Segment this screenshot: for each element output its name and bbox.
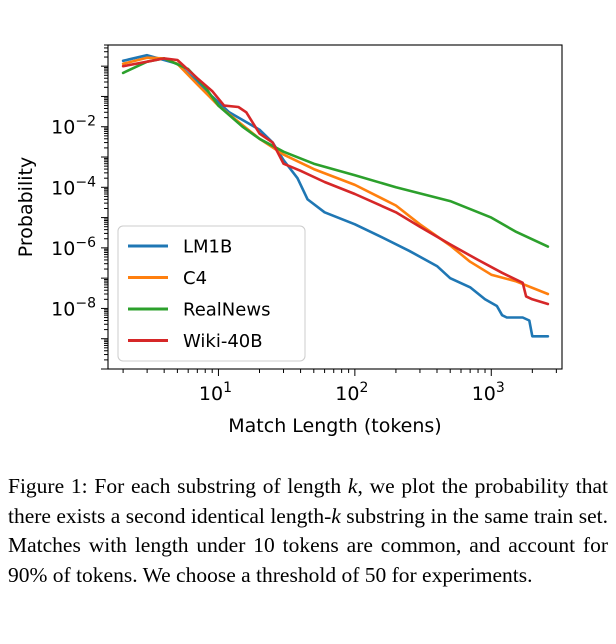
x-axis-label: Match Length (tokens) — [228, 415, 441, 437]
caption-segment: k — [331, 503, 341, 528]
x-tick-label: 103 — [472, 380, 505, 405]
chart-svg: 101 102 103 10−2 10−4 10−6 10−8 Match Length … — [15, 44, 563, 437]
legend-box — [117, 225, 306, 362]
chart-figure: 101 102 103 10−2 10−4 10−6 10−8 Match Length … — [15, 44, 563, 437]
y-axis-ticks: 10−2 10−4 10−6 10−8 — [51, 44, 108, 370]
plot-frame — [107, 44, 563, 370]
x-tick-label: 101 — [199, 380, 232, 405]
caption-segment: Figure 1: For each substring of length — [8, 474, 348, 498]
x-axis-ticks: 101 102 103 — [122, 369, 557, 405]
y-tick-label: 10−2 — [51, 114, 96, 139]
series-line-wiki-40b — [121, 57, 550, 306]
legend-label-c4: C4 — [183, 268, 207, 289]
x-tick-label: 102 — [335, 380, 368, 405]
figure-caption: Figure 1: For each substring of length k… — [8, 472, 608, 590]
caption-segment: , we plot the probability that there exi… — [8, 474, 608, 528]
series-line-realnews — [121, 57, 550, 248]
y-tick-label: 10−8 — [51, 295, 96, 320]
series-layer — [121, 53, 550, 338]
legend-label-lm1b: LM1B — [183, 237, 232, 258]
caption-segment: substring in the same train set. Matches… — [8, 503, 608, 587]
y-tick-label: 10−6 — [51, 235, 96, 260]
y-tick-label: 10−4 — [51, 174, 96, 199]
caption-segment: k — [347, 474, 358, 498]
y-axis-label: Probability — [15, 157, 37, 257]
legend-label-realnews: RealNews — [183, 300, 270, 321]
legend-label-wiki-40b: Wiki-40B — [183, 331, 263, 352]
legend: LM1B C4 RealNews Wiki-40B — [117, 225, 306, 362]
